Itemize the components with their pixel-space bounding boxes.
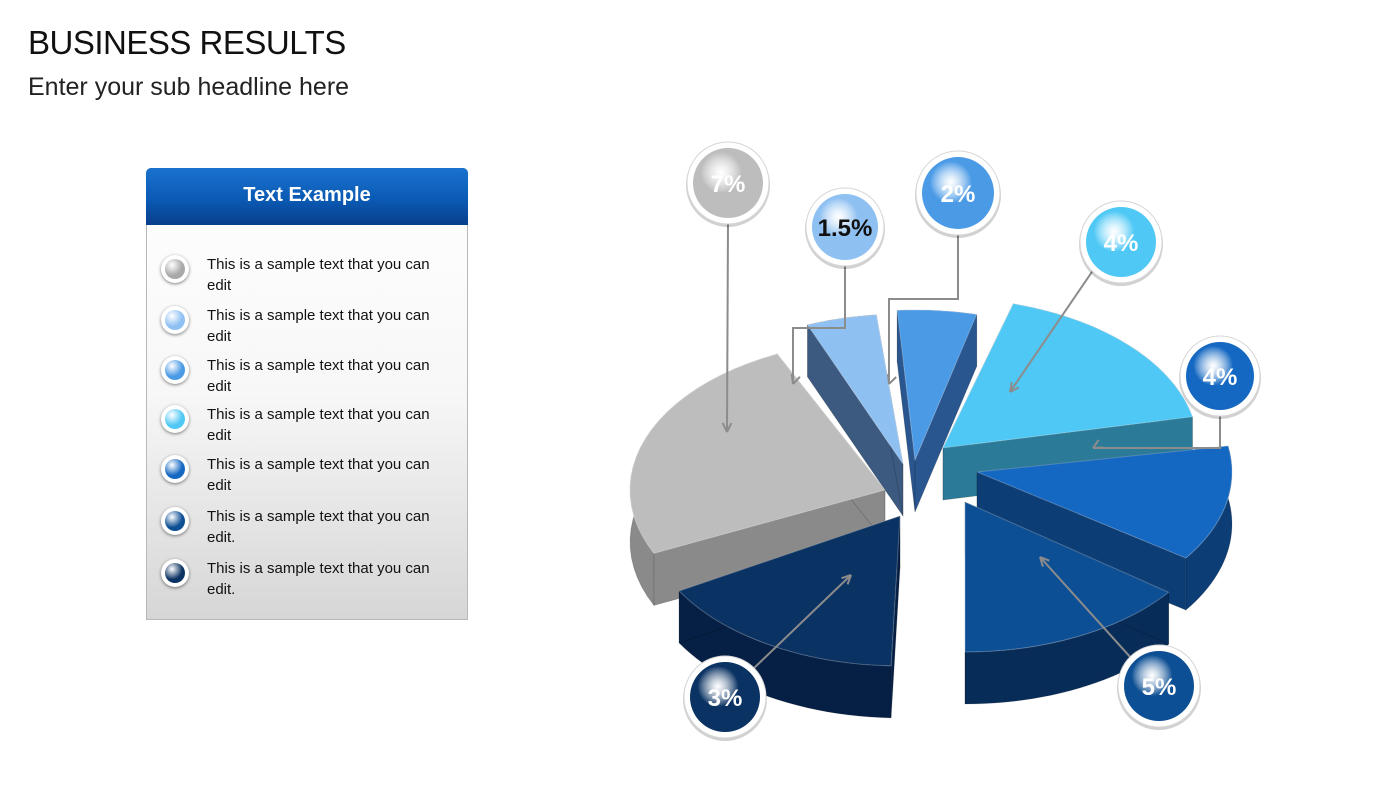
legend-dot-fill <box>165 360 185 380</box>
leader-line <box>721 221 733 433</box>
legend-dot-icon <box>161 405 189 433</box>
data-label: 1.5% <box>818 215 873 242</box>
legend-dot-icon <box>161 559 189 587</box>
pie-slice <box>678 515 901 719</box>
leader-line <box>790 264 846 385</box>
legend-item-text: This is a sample text that you can edit. <box>207 560 430 598</box>
legend-item-text: This is a sample text that you can edit. <box>207 508 430 546</box>
legend-item-text: This is a sample text that you can edit <box>207 307 430 345</box>
value-bubble: 4% <box>1079 200 1163 286</box>
legend-header: Text Example <box>146 168 468 225</box>
legend-item-text: This is a sample text that you can edit <box>207 357 430 395</box>
legend-card: Text Example This is a sample text that … <box>146 168 468 620</box>
legend-item: This is a sample text that you can edit <box>161 454 456 500</box>
value-bubble: 7% <box>686 141 770 227</box>
legend-item-text: This is a sample text that you can edit <box>207 456 430 494</box>
legend-dot-fill <box>165 511 185 531</box>
pie-slice <box>942 303 1194 501</box>
data-label: 3% <box>708 685 743 712</box>
pie-slice <box>976 445 1233 611</box>
legend-dot-icon <box>161 306 189 334</box>
legend-item: This is a sample text that you can edit <box>161 305 456 351</box>
data-label: 4% <box>1104 230 1139 257</box>
value-bubble: 2% <box>915 150 1001 238</box>
legend-dot-fill <box>165 310 185 330</box>
legend-dot-icon <box>161 455 189 483</box>
legend-item: This is a sample text that you can edit. <box>161 558 456 604</box>
legend-dot-fill <box>165 563 185 583</box>
legend-dot-fill <box>165 409 185 429</box>
legend-dot-icon <box>161 507 189 535</box>
slide-subtitle: Enter your sub headline here <box>28 73 350 101</box>
legend-item: This is a sample text that you can edit <box>161 355 456 401</box>
legend-item: This is a sample text that you can edit <box>161 254 456 300</box>
leader-line <box>1092 414 1221 449</box>
leader-line <box>1009 268 1095 393</box>
value-bubble: 4% <box>1179 335 1261 419</box>
pie-slice <box>964 501 1170 705</box>
legend-item: This is a sample text that you can edit. <box>161 506 456 552</box>
data-label: 7% <box>711 171 746 198</box>
value-bubble: 5% <box>1117 644 1201 730</box>
pie-slice <box>806 314 904 518</box>
legend-item: This is a sample text that you can edit <box>161 404 456 450</box>
legend-dot-fill <box>165 259 185 279</box>
value-bubble: 3% <box>683 655 767 741</box>
pie-slice <box>629 352 886 607</box>
pie-slice <box>896 309 978 513</box>
leader-line <box>751 574 852 671</box>
data-label: 4% <box>1203 364 1238 391</box>
legend-dot-icon <box>161 255 189 283</box>
data-label: 2% <box>941 181 976 208</box>
legend-dot-icon <box>161 356 189 384</box>
leader-line <box>1039 556 1133 660</box>
legend-item-text: This is a sample text that you can edit <box>207 256 430 294</box>
legend-dot-fill <box>165 459 185 479</box>
slide-title: BUSINESS RESULTS <box>28 24 346 61</box>
leader-line <box>886 233 959 385</box>
legend-item-text: This is a sample text that you can edit <box>207 406 430 444</box>
data-label: 5% <box>1142 674 1177 701</box>
value-bubble: 1.5% <box>805 187 885 269</box>
